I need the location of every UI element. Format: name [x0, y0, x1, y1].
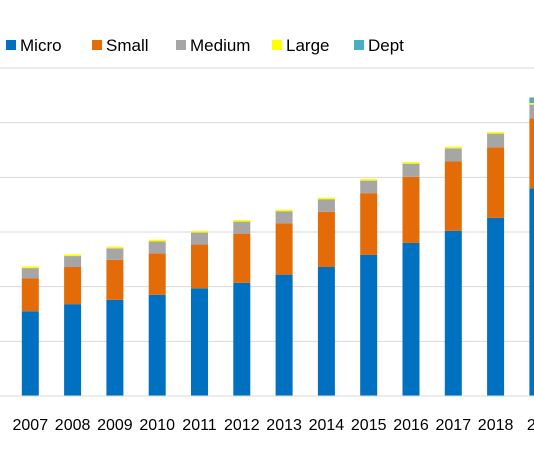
bar-small-2009 — [106, 259, 124, 300]
bar-large-2010 — [148, 239, 166, 242]
bar-large-2016 — [402, 162, 420, 164]
bar-medium-2012 — [233, 221, 251, 234]
bar-small-2017 — [444, 161, 462, 231]
legend-label-micro: Micro — [20, 36, 62, 55]
bar-micro-2015 — [360, 254, 378, 396]
bar-medium-2011 — [191, 232, 208, 245]
bar-large-2018 — [487, 131, 505, 134]
bar-large-2015 — [360, 178, 378, 181]
bar-small-2011 — [191, 244, 208, 289]
bar-small-2008 — [64, 266, 82, 305]
bar-small-2015 — [360, 193, 378, 255]
bar-small-2010 — [148, 253, 166, 295]
legend-swatch-small — [92, 40, 102, 50]
bar-large-2009 — [106, 246, 124, 249]
x-axis: 6200720082009201020112012201320142015201… — [0, 395, 534, 434]
legend-swatch-micro — [6, 40, 16, 50]
bar-micro-2012 — [233, 282, 251, 396]
bar-medium-2013 — [275, 211, 293, 224]
bar-large-2011 — [191, 230, 208, 233]
x-tick-label: 2018 — [478, 417, 514, 434]
legend-swatch-dept — [354, 40, 364, 50]
x-tick-label: 2017 — [436, 417, 472, 434]
bar-micro-2019 — [529, 188, 534, 396]
legend-label-dept: Dept — [368, 36, 404, 55]
x-tick-label: 2016 — [393, 417, 429, 434]
bar-micro-2013 — [275, 274, 293, 396]
bar-large-2007 — [21, 266, 39, 269]
legend-swatch-medium — [176, 40, 186, 50]
x-tick-label: 2015 — [351, 417, 387, 434]
x-tick-label: 2014 — [309, 417, 345, 434]
legend-swatch-large — [272, 40, 282, 50]
bar-micro-2017 — [444, 230, 462, 396]
x-tick-label: 2007 — [13, 417, 49, 434]
legend-label-small: Small — [106, 36, 149, 55]
bar-micro-2010 — [148, 294, 166, 396]
x-tick-label: 2011 — [182, 417, 217, 434]
bar-medium-2015 — [360, 180, 378, 194]
bar-medium-2016 — [402, 163, 420, 177]
bar-medium-2007 — [21, 268, 39, 279]
bar-micro-2011 — [191, 288, 208, 396]
legend-label-medium: Medium — [190, 36, 250, 55]
bar-micro-2014 — [317, 266, 335, 396]
bar-micro-2009 — [106, 299, 124, 396]
bar-small-2014 — [317, 211, 335, 267]
bar-micro-2016 — [402, 242, 420, 396]
legend-label-large: Large — [286, 36, 329, 55]
bar-dept-2019 — [529, 97, 534, 103]
bar-small-2007 — [21, 278, 39, 312]
bar-micro-2018 — [487, 217, 505, 396]
bar-large-2012 — [233, 219, 251, 222]
x-tick-label: 2012 — [224, 417, 260, 434]
x-tick-label: 2009 — [97, 417, 133, 434]
bar-medium-2019 — [529, 104, 534, 119]
bar-large-2019 — [529, 102, 534, 105]
x-tick-label: 20 — [527, 417, 534, 434]
bar-large-2008 — [64, 254, 82, 257]
bar-medium-2018 — [487, 133, 505, 148]
legend: Micro Small Medium Large Dept — [6, 36, 404, 55]
bar-medium-2010 — [148, 241, 166, 254]
bar-micro-2008 — [64, 304, 82, 396]
bar-medium-2014 — [317, 199, 335, 212]
bar-medium-2009 — [106, 248, 124, 260]
bar-small-2013 — [275, 223, 293, 275]
x-tick-label: 2008 — [55, 417, 91, 434]
bar-small-2016 — [402, 176, 420, 243]
bar-small-2018 — [487, 147, 505, 218]
bar-medium-2008 — [64, 256, 82, 267]
bars — [21, 97, 534, 396]
bar-medium-2017 — [444, 148, 462, 162]
x-tick-label: 2013 — [266, 417, 302, 434]
x-tick-label: 2010 — [139, 417, 175, 434]
bar-small-2019 — [529, 118, 534, 189]
bar-micro-2007 — [21, 311, 39, 396]
bar-large-2013 — [275, 209, 293, 212]
bar-small-2012 — [233, 233, 251, 283]
bar-large-2017 — [444, 146, 462, 149]
bar-large-2014 — [317, 197, 335, 200]
